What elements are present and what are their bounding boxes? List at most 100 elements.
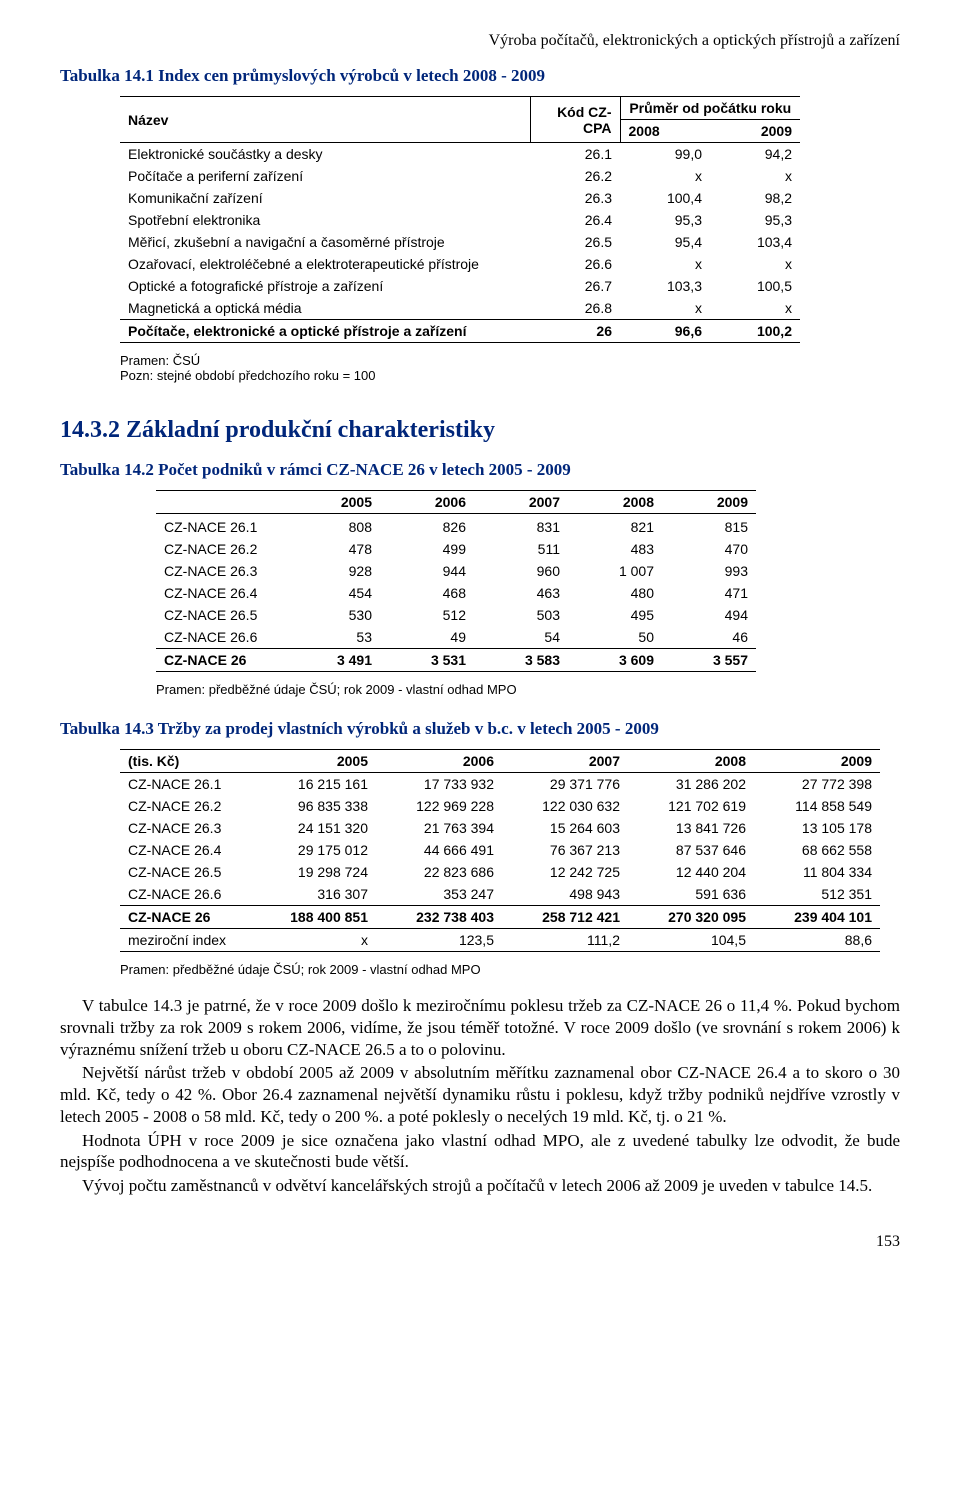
table1-title: Tabulka 14.1 Index cen průmyslových výro… <box>60 66 900 86</box>
cell-name: CZ-NACE 26.5 <box>120 861 250 883</box>
cell-value: 499 <box>380 538 474 560</box>
cell-name: CZ-NACE 26.4 <box>156 582 286 604</box>
table-row: Optické a fotografické přístroje a zaříz… <box>120 275 800 297</box>
th-2008: 2008 <box>620 120 710 143</box>
cell-value: 16 215 161 <box>250 773 376 796</box>
cell-name: CZ-NACE 26.6 <box>120 883 250 906</box>
table-row: CZ-NACE 26.39289449601 007993 <box>156 560 756 582</box>
cell-value: 454 <box>286 582 380 604</box>
table3: (tis. Kč)20052006200720082009 CZ-NACE 26… <box>120 749 880 952</box>
cell-y2: x <box>710 165 800 187</box>
cell-value: 68 662 558 <box>754 839 880 861</box>
table-row: Elektronické součástky a desky26.199,094… <box>120 143 800 166</box>
cell-value: 463 <box>474 582 568 604</box>
cell-value: 512 <box>380 604 474 626</box>
cell-y2: 94,2 <box>710 143 800 166</box>
cell-name: CZ-NACE 26.6 <box>156 626 286 649</box>
table3-title: Tabulka 14.3 Tržby za prodej vlastních v… <box>60 719 900 739</box>
cell-value: 470 <box>662 538 756 560</box>
cell-value: 24 151 320 <box>250 817 376 839</box>
cell-name: Spotřební elektronika <box>120 209 530 231</box>
cell-value: 494 <box>662 604 756 626</box>
table-row-index: meziroční indexx123,5111,2104,588,6 <box>120 929 880 952</box>
cell-value: 13 841 726 <box>628 817 754 839</box>
cell-name: CZ-NACE 26.2 <box>156 538 286 560</box>
table1-source2: Pozn: stejné období předchozího roku = 1… <box>120 368 900 383</box>
cell-name: Měřicí, zkušební a navigační a časoměrné… <box>120 231 530 253</box>
cell-value: 826 <box>380 514 474 539</box>
cell-value: 3 491 <box>286 649 380 672</box>
cell-code: 26.7 <box>530 275 620 297</box>
cell-value: 478 <box>286 538 380 560</box>
cell-value: 21 763 394 <box>376 817 502 839</box>
table-row: Komunikační zařízení26.3100,498,2 <box>120 187 800 209</box>
cell-value: 270 320 095 <box>628 906 754 929</box>
table-row: CZ-NACE 26.429 175 01244 666 49176 367 2… <box>120 839 880 861</box>
cell-name: CZ-NACE 26.1 <box>156 514 286 539</box>
cell-name: Elektronické součástky a desky <box>120 143 530 166</box>
table-row: Magnetická a optická média26.8xx <box>120 297 800 320</box>
cell-value: 960 <box>474 560 568 582</box>
cell-y2: 98,2 <box>710 187 800 209</box>
cell-value: x <box>250 929 376 952</box>
cell-value: 815 <box>662 514 756 539</box>
cell-y1: x <box>620 297 710 320</box>
cell-y1: x <box>620 253 710 275</box>
cell-value: 11 804 334 <box>754 861 880 883</box>
cell-y1: 103,3 <box>620 275 710 297</box>
cell-value: 12 242 725 <box>502 861 628 883</box>
th: 2007 <box>474 491 568 514</box>
cell-y2: 100,2 <box>710 320 800 343</box>
table-row: Měřicí, zkušební a navigační a časoměrné… <box>120 231 800 253</box>
cell-value: 53 <box>286 626 380 649</box>
cell-value: 122 969 228 <box>376 795 502 817</box>
th-code: Kód CZ-CPA <box>530 97 620 143</box>
cell-code: 26.6 <box>530 253 620 275</box>
cell-value: 123,5 <box>376 929 502 952</box>
para-4: Vývoj počtu zaměstnanců v odvětví kancel… <box>60 1175 900 1197</box>
cell-y2: x <box>710 297 800 320</box>
table1-source1: Pramen: ČSÚ <box>120 353 900 368</box>
cell-value: 76 367 213 <box>502 839 628 861</box>
cell-name: CZ-NACE 26 <box>156 649 286 672</box>
table-row: CZ-NACE 26.5530512503495494 <box>156 604 756 626</box>
body-text: V tabulce 14.3 je patrné, že v roce 2009… <box>60 995 900 1197</box>
th: 2009 <box>662 491 756 514</box>
cell-value: 495 <box>568 604 662 626</box>
cell-value: 22 823 686 <box>376 861 502 883</box>
cell-value: 96 835 338 <box>250 795 376 817</box>
cell-value: 808 <box>286 514 380 539</box>
cell-value: 353 247 <box>376 883 502 906</box>
th-name: Název <box>120 97 530 143</box>
th-avg: Průměr od počátku roku <box>620 97 800 120</box>
cell-value: 480 <box>568 582 662 604</box>
cell-value: 3 583 <box>474 649 568 672</box>
cell-value: 316 307 <box>250 883 376 906</box>
page-number: 153 <box>60 1233 900 1251</box>
cell-value: 104,5 <box>628 929 754 952</box>
section-title: 14.3.2 Základní produkční charakteristik… <box>60 417 900 444</box>
cell-value: 993 <box>662 560 756 582</box>
cell-value: 258 712 421 <box>502 906 628 929</box>
table3-source: Pramen: předběžné údaje ČSÚ; rok 2009 - … <box>120 962 900 977</box>
table-row: CZ-NACE 26.116 215 16117 733 93229 371 7… <box>120 773 880 796</box>
cell-value: 122 030 632 <box>502 795 628 817</box>
table-row-total: Počítače, elektronické a optické přístro… <box>120 320 800 343</box>
para-3: Hodnota ÚPH v roce 2009 je sice označena… <box>60 1130 900 1174</box>
cell-value: 944 <box>380 560 474 582</box>
cell-value: 15 264 603 <box>502 817 628 839</box>
cell-name: Počítače a periferní zařízení <box>120 165 530 187</box>
cell-value: 54 <box>474 626 568 649</box>
table1: Název Kód CZ-CPA Průměr od počátku roku … <box>120 96 800 343</box>
th: 2008 <box>568 491 662 514</box>
cell-value: 27 772 398 <box>754 773 880 796</box>
cell-value: 46 <box>662 626 756 649</box>
cell-value: 17 733 932 <box>376 773 502 796</box>
cell-y1: 95,4 <box>620 231 710 253</box>
cell-value: 49 <box>380 626 474 649</box>
cell-y1: x <box>620 165 710 187</box>
cell-y1: 96,6 <box>620 320 710 343</box>
cell-value: 512 351 <box>754 883 880 906</box>
cell-code: 26.1 <box>530 143 620 166</box>
table2-title: Tabulka 14.2 Počet podniků v rámci CZ-NA… <box>60 460 900 480</box>
